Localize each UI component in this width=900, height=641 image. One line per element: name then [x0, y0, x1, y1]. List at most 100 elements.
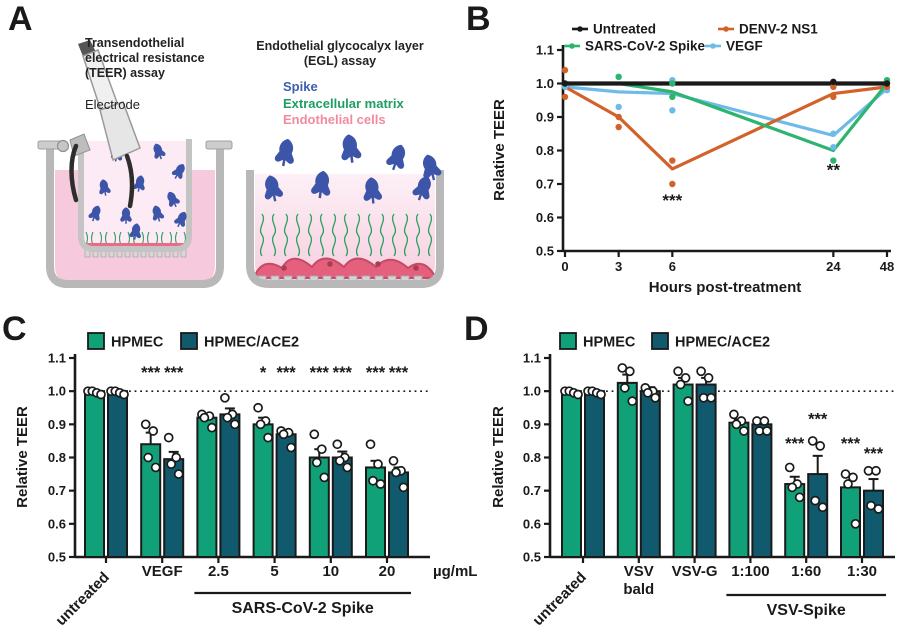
- replicate-point: [365, 439, 376, 450]
- spike-dose-bar-chart: 0.5 0.6 0.7 0.8 0.9 1.0 1.1 Relative TEER untrea…: [14, 332, 477, 629]
- y-tick-label: 0.9: [523, 417, 541, 432]
- replicate-point: [650, 392, 661, 403]
- replicate-point: [316, 444, 327, 455]
- egl-assay-title: Endothelial glycocalyx layer (EGL) assay: [256, 39, 424, 68]
- ecm-strand-icon: [427, 213, 433, 257]
- bar: [751, 423, 773, 559]
- replicate-point: [334, 455, 345, 466]
- replicate-point: [311, 457, 322, 468]
- replicate-point: [817, 502, 828, 513]
- replicate-point: [148, 426, 159, 436]
- endothelial-monolayer: [83, 243, 187, 247]
- significance-star: ***: [841, 435, 861, 453]
- bar: [561, 390, 582, 558]
- replicate-point: [696, 366, 706, 377]
- replicate-point: [391, 467, 401, 478]
- ecm-strand-icon: [259, 213, 265, 257]
- spike-icon: [383, 140, 412, 174]
- replicate-point: [140, 419, 151, 430]
- significance-star: **: [827, 161, 841, 180]
- bar: [672, 383, 694, 558]
- x-tick-label: 48: [880, 259, 894, 274]
- bar: [308, 456, 330, 558]
- data-point: [669, 107, 676, 114]
- replicate-point: [388, 455, 399, 466]
- replicate-point: [729, 409, 739, 420]
- category-label: 5: [270, 563, 278, 580]
- replicate-point: [762, 426, 772, 436]
- electrode-label: Electrode: [85, 97, 140, 112]
- significance-star: ***: [389, 364, 409, 382]
- category-label: 1:30: [847, 563, 877, 580]
- replicate-point: [759, 416, 770, 426]
- y-tick-label: 0.6: [48, 516, 66, 531]
- replicate-point: [143, 452, 154, 463]
- replicate-point: [375, 479, 386, 489]
- bar: [219, 413, 241, 558]
- bar: [639, 390, 661, 558]
- replicate-point: [166, 459, 177, 469]
- significance-star: ***: [808, 410, 828, 428]
- egl-legend: Spike Extracellular matrix Endothelial cel…: [283, 79, 404, 129]
- replicate-point: [850, 518, 861, 529]
- replicate-point: [642, 387, 653, 398]
- y-tick-label: 0.7: [48, 483, 66, 498]
- replicate-point: [815, 441, 826, 451]
- group-bracket-label: VSV-Spike: [767, 602, 846, 619]
- replicate-point: [731, 419, 742, 430]
- legend-label: SARS-CoV-2 Spike: [585, 39, 706, 54]
- replicate-point: [673, 366, 683, 377]
- significance-star: ***: [662, 191, 682, 210]
- y-tick-label: 0.9: [48, 417, 66, 432]
- electrode-knob: [56, 139, 70, 153]
- unit-label: µg/mL: [433, 563, 477, 580]
- egl-legend-item-1: Extracellular matrix: [283, 95, 404, 111]
- legend-label: DENV-2 NS1: [739, 22, 818, 37]
- y-tick-label: 0.8: [536, 143, 554, 158]
- replicate-point: [253, 402, 263, 413]
- ecm-strand-icon: [391, 213, 397, 257]
- replicate-point: [398, 482, 409, 493]
- teer-assay-title: Transendothelial electrical resistance (…: [85, 36, 205, 80]
- y-tick-label: 1.0: [536, 76, 554, 91]
- x-tick-label: 24: [826, 259, 841, 274]
- replicate-point: [848, 472, 858, 483]
- legend-marker-dot: [723, 26, 729, 32]
- significance-star: ***: [164, 364, 184, 382]
- category-label: 20: [379, 563, 396, 580]
- ecm-strand-icon: [295, 213, 301, 257]
- spike-icon: [337, 131, 364, 166]
- y-tick-label: 0.5: [48, 550, 66, 565]
- electrode-probe-inner: [124, 153, 135, 209]
- ecm-strand-icon: [379, 213, 385, 257]
- ecm-strand-icon: [307, 213, 313, 257]
- replicate-point: [199, 412, 210, 423]
- replicate-point: [163, 432, 174, 443]
- data-point: [883, 80, 891, 87]
- legend-label: HPMEC/ACE2: [204, 335, 299, 351]
- legend-marker-dot: [569, 43, 575, 49]
- panel-c-label: C: [2, 310, 27, 348]
- data-point: [669, 180, 676, 188]
- x-tick-label: 3: [615, 259, 622, 274]
- bar: [107, 390, 128, 558]
- replicate-point: [703, 373, 714, 383]
- ecm-strand-icon: [343, 213, 349, 257]
- data-point: [561, 80, 569, 87]
- y-axis-title: Relative TEER: [491, 99, 508, 201]
- category-label: untreated: [529, 569, 589, 629]
- bar: [807, 473, 829, 558]
- ecm-strand-icon: [355, 213, 361, 257]
- significance-star: ***: [141, 364, 161, 382]
- panel-b-label: B: [466, 0, 491, 38]
- legend-swatch: [87, 332, 105, 350]
- bar: [196, 416, 218, 558]
- y-axis-title: Relative TEER: [490, 406, 507, 508]
- y-tick-label: 0.8: [48, 450, 66, 465]
- bar: [252, 423, 274, 559]
- replicate-point: [342, 462, 353, 473]
- bar: [584, 390, 605, 558]
- teer-egl-diagram: [37, 40, 445, 288]
- ecm-strand-icon: [331, 213, 337, 257]
- replicate-point: [624, 366, 635, 377]
